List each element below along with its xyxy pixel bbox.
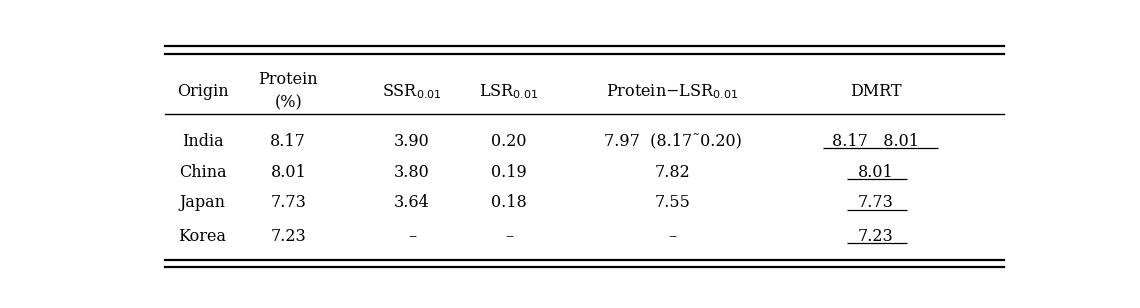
Text: 8.01: 8.01 — [858, 164, 894, 180]
Text: SSR$_{0.01}$: SSR$_{0.01}$ — [382, 82, 442, 101]
Text: 8.17   8.01: 8.17 8.01 — [832, 133, 919, 150]
Text: 3.80: 3.80 — [394, 164, 430, 180]
Text: 0.18: 0.18 — [491, 194, 527, 212]
Text: 3.64: 3.64 — [394, 194, 430, 212]
Text: Korea: Korea — [179, 228, 227, 245]
Text: 7.73: 7.73 — [858, 194, 894, 212]
Text: 0.20: 0.20 — [491, 133, 527, 150]
Text: Protein: Protein — [259, 71, 318, 88]
Text: Protein$-$LSR$_{0.01}$: Protein$-$LSR$_{0.01}$ — [606, 82, 739, 101]
Text: 7.55: 7.55 — [654, 194, 691, 212]
Text: 7.97  (8.17˜0.20): 7.97 (8.17˜0.20) — [604, 133, 741, 150]
Text: –: – — [408, 228, 416, 245]
Text: DMRT: DMRT — [850, 83, 902, 100]
Text: 8.01: 8.01 — [270, 164, 307, 180]
Text: –: – — [505, 228, 513, 245]
Text: 8.17: 8.17 — [270, 133, 307, 150]
Text: Japan: Japan — [180, 194, 226, 212]
Text: 7.73: 7.73 — [270, 194, 307, 212]
Text: –: – — [668, 228, 677, 245]
Text: LSR$_{0.01}$: LSR$_{0.01}$ — [479, 82, 539, 101]
Text: India: India — [181, 133, 223, 150]
Text: 3.90: 3.90 — [394, 133, 430, 150]
Text: Origin: Origin — [177, 83, 228, 100]
Text: 7.82: 7.82 — [654, 164, 691, 180]
Text: 7.23: 7.23 — [858, 228, 894, 245]
Text: 0.19: 0.19 — [491, 164, 527, 180]
Text: China: China — [179, 164, 227, 180]
Text: (%): (%) — [275, 95, 302, 112]
Text: 7.23: 7.23 — [270, 228, 307, 245]
